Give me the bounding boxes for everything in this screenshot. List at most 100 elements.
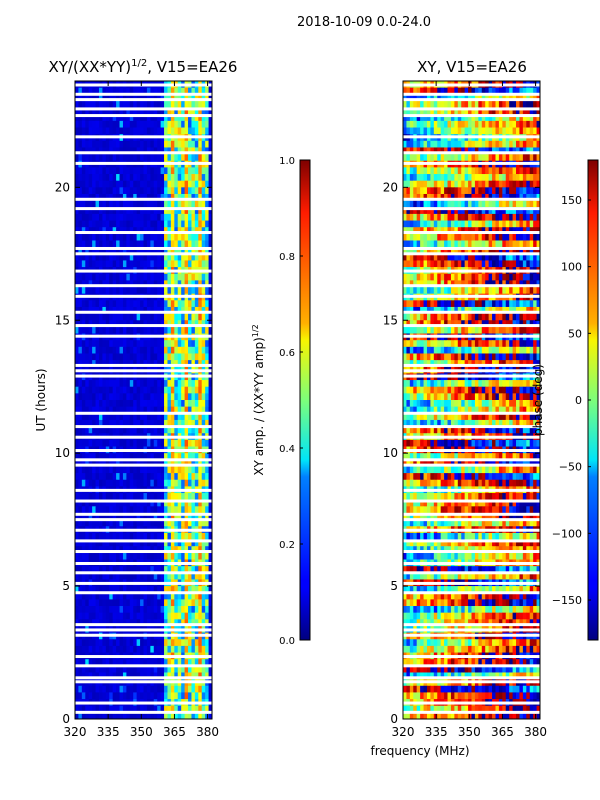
amp-heatmap-cell — [181, 566, 186, 574]
amp-heatmap-cell — [191, 187, 196, 195]
amp-heatmap-cell — [170, 94, 175, 102]
amp-heatmap-cell — [112, 552, 117, 560]
ph-heatmap-cell — [495, 120, 500, 129]
amp-heatmap-cell — [167, 114, 172, 122]
amp-heatmap-cell — [150, 167, 155, 175]
amp-heatmap-cell — [126, 539, 131, 547]
amp-heatmap-cell — [95, 140, 100, 148]
amp-heatmap-cell — [184, 127, 189, 135]
amp-heatmap-cell — [122, 453, 127, 461]
amp-heatmap-cell — [119, 127, 124, 135]
amp-heatmap-cell — [150, 659, 155, 667]
amp-heatmap-cell — [188, 400, 192, 408]
amp-heatmap-cell — [208, 353, 213, 361]
amp-heatmap-cell — [112, 140, 117, 148]
amp-heatmap-cell — [164, 253, 168, 261]
amp-heatmap-cell — [201, 200, 206, 208]
ph-heatmap-cell — [454, 193, 459, 202]
amp-heatmap-cell — [157, 180, 162, 188]
amp-heatmap-cell — [150, 705, 155, 713]
ph-heatmap-cell — [519, 167, 524, 175]
amp-heatmap-cell — [85, 180, 90, 188]
amp-heatmap-cell — [105, 606, 110, 614]
amp-heatmap-cell — [174, 453, 179, 461]
amp-heatmap-cell — [188, 200, 192, 208]
amp-heatmap-cell — [95, 306, 100, 315]
amp-heatmap-cell — [160, 220, 165, 228]
amp-heatmap-cell — [112, 705, 117, 713]
data-gap-band — [75, 197, 212, 201]
ph-heatmap-cell — [516, 193, 520, 202]
amp-heatmap-cell — [153, 466, 158, 474]
amp-heatmap-cell — [188, 393, 192, 401]
amp-heatmap-cell — [119, 326, 124, 335]
amp-heatmap-cell — [95, 154, 100, 162]
ph-heatmap-cell — [461, 140, 466, 148]
amp-heatmap-cell — [208, 200, 213, 208]
amp-heatmap-cell — [164, 227, 168, 235]
amp-heatmap-cell — [177, 340, 182, 348]
amp-heatmap-cell — [85, 240, 90, 248]
amp-heatmap-cell — [78, 473, 83, 481]
amp-heatmap-cell — [81, 147, 86, 155]
amp-heatmap-cell — [129, 167, 134, 175]
ph-heatmap-cell — [516, 200, 520, 208]
amp-heatmap-cell — [81, 459, 86, 467]
amp-heatmap-cell — [164, 479, 168, 487]
amp-heatmap-cell — [129, 120, 134, 129]
amp-heatmap-cell — [109, 174, 114, 182]
amp-heatmap-cell — [78, 413, 83, 421]
amp-heatmap-cell — [109, 386, 114, 394]
amp-heatmap-cell — [81, 400, 86, 408]
ph-heatmap-cell — [406, 154, 411, 162]
amp-heatmap-cell — [75, 473, 79, 481]
amp-heatmap-cell — [146, 174, 151, 182]
amp-heatmap-cell — [88, 612, 93, 620]
amp-heatmap-cell — [205, 393, 210, 401]
ph-heatmap-cell — [471, 227, 476, 235]
ph-heatmap-cell — [478, 187, 483, 195]
amp-heatmap-cell — [133, 606, 138, 614]
amp-heatmap-cell — [78, 406, 83, 414]
amp-heatmap-cell — [205, 685, 210, 693]
amp-heatmap-cell — [170, 493, 175, 501]
amp-heatmap-cell — [181, 353, 186, 361]
ph-heatmap-cell — [512, 247, 517, 255]
amp-heatmap-cell — [201, 692, 206, 700]
ph-heatmap-cell — [536, 167, 541, 175]
amp-heatmap-cell — [109, 672, 114, 680]
ph-heatmap-cell — [488, 140, 493, 148]
amp-heatmap-cell — [174, 140, 179, 148]
amp-heatmap-cell — [198, 213, 203, 222]
ph-heatmap-cell — [426, 187, 431, 195]
ph-heatmap-cell — [426, 213, 431, 222]
amp-heatmap-cell — [160, 586, 165, 594]
amp-heatmap-cell — [208, 313, 213, 321]
amp-heatmap-cell — [116, 273, 121, 281]
amp-heatmap-cell — [153, 619, 158, 627]
ph-heatmap-cell — [509, 167, 514, 175]
amp-heatmap-cell — [177, 227, 182, 235]
ph-heatmap-cell — [457, 154, 462, 162]
amp-heatmap-cell — [174, 353, 179, 361]
amp-heatmap-cell — [164, 107, 168, 115]
amp-heatmap-cell — [133, 539, 138, 547]
amp-heatmap-cell — [92, 712, 97, 720]
amp-heatmap-cell — [109, 300, 114, 308]
amp-heatmap-cell — [129, 326, 134, 335]
amp-heatmap-cell — [95, 612, 100, 620]
amp-heatmap-cell — [133, 220, 138, 228]
amp-heatmap-cell — [81, 386, 86, 394]
amp-heatmap-cell — [109, 154, 114, 162]
ph-heatmap-cell — [433, 127, 438, 135]
amp-heatmap-cell — [170, 705, 175, 713]
ph-heatmap-cell — [416, 180, 421, 188]
amp-heatmap-cell — [112, 187, 117, 195]
ph-heatmap-cell — [430, 253, 435, 261]
amp-heatmap-cell — [174, 619, 179, 627]
ph-heatmap-cell — [526, 147, 531, 155]
amp-heatmap-cell — [126, 459, 131, 467]
ph-heatmap-cell — [420, 107, 425, 115]
amp-heatmap-cell — [194, 120, 199, 129]
